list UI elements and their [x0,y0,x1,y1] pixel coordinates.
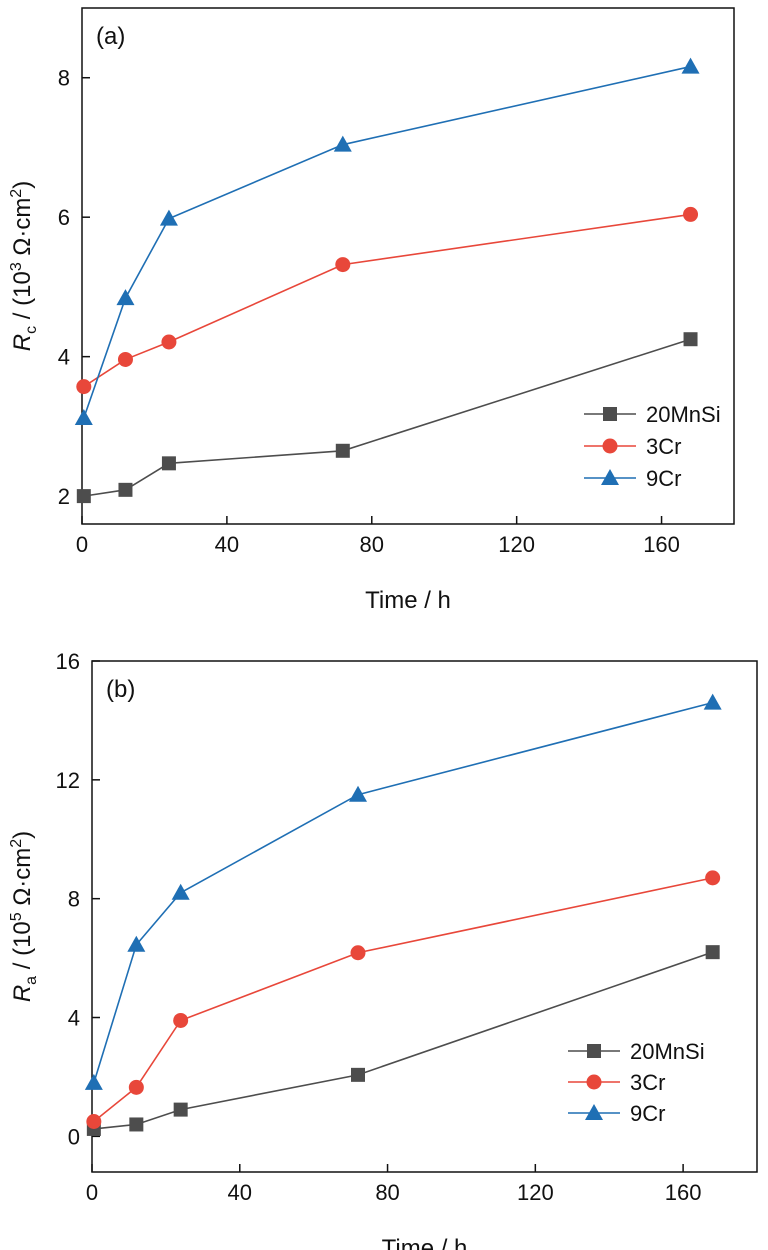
legend-label: 9Cr [630,1101,665,1126]
x-tick-label: 0 [86,1180,98,1205]
chart-panel-b: 0 40 80 120 160 0 4 8 12 16 Time / h Ra / (105 Ω·cm… [8,649,758,1250]
y-axis-label: Rc / (103 Ω·cm2) [8,181,40,351]
series-line [83,338,691,497]
legend: 20MnSi 3Cr 9Cr [584,402,721,491]
series-line [93,951,713,1130]
x-axis-label: Time / h [382,1235,468,1250]
data-point-circle [350,945,366,961]
y-label-unit: Ω·cm [9,198,36,263]
y-tick-label: 8 [68,887,80,912]
y-tick-label: 4 [68,1006,80,1031]
y-label-unit: Ω·cm [9,848,36,913]
data-point-triangle [171,883,190,900]
y-label-symbol: R [9,334,36,351]
data-point-square [705,945,720,960]
data-point-circle [173,1012,189,1028]
y-label-superscript: 5 [8,912,25,921]
data-point-triangle [333,135,352,152]
x-tick-label: 80 [375,1180,399,1205]
panel-label: (a) [96,23,125,50]
data-point-square [173,1102,188,1117]
x-tick-label: 120 [498,532,535,557]
legend-label: 3Cr [630,1070,665,1095]
legend-marker-circle [602,438,618,454]
data-point-square [683,332,698,347]
series-20MnSi [76,332,698,504]
data-point-circle [86,1113,102,1129]
series-line [83,213,691,388]
data-point-square [129,1117,144,1132]
legend: 20MnSi 3Cr 9Cr [568,1039,705,1126]
plot-frame [91,660,758,1173]
legend-marker-triangle [601,469,619,485]
y-axis-label: Ra / (105 Ω·cm2) [8,831,40,1002]
series-3Cr [86,870,721,1129]
x-tick-label: 40 [228,1180,252,1205]
x-axis-label: Time / h [365,587,451,614]
y-label-superscript: 2 [8,189,25,198]
y-label-symbol: R [9,985,36,1002]
y-tick-label: 8 [58,66,70,91]
data-point-circle [117,351,133,367]
y-tick-label: 2 [58,484,70,509]
y-label-subscript: c [23,326,40,334]
data-point-circle [683,206,699,222]
series-20MnSi [86,945,720,1136]
legend-label: 3Cr [646,434,681,459]
x-tick-label: 160 [665,1180,702,1205]
series-line [93,701,713,1084]
y-tick-label: 0 [68,1124,80,1149]
y-label-text: / (10 [9,921,36,976]
panel-label: (b) [106,676,135,703]
legend-label: 20MnSi [630,1039,705,1064]
data-point-square [118,482,133,497]
x-tick-label: 80 [360,532,384,557]
data-point-triangle [74,409,93,426]
data-point-square [351,1067,365,1082]
y-label-text: / (10 [9,271,36,326]
legend-marker-circle [586,1074,602,1090]
x-tick-label: 120 [517,1180,554,1205]
data-point-triangle [84,1073,103,1090]
data-point-square [335,443,350,458]
data-point-square [76,489,91,504]
legend-marker-square [587,1044,601,1058]
data-point-triangle [159,209,178,226]
data-point-circle [705,870,721,886]
y-label-text: ) [9,831,36,839]
legend-label: 20MnSi [646,402,721,427]
y-label-text: ) [9,181,36,189]
y-tick-label: 12 [56,768,80,793]
legend-marker-square [603,407,617,421]
data-point-triangle [116,289,135,306]
y-tick-label: 4 [58,345,70,370]
legend-marker-triangle [585,1104,603,1120]
data-point-triangle [127,935,146,952]
y-label-superscript: 2 [8,839,25,848]
data-point-triangle [349,785,367,802]
data-point-circle [161,334,177,350]
x-tick-label: 160 [643,532,680,557]
data-point-triangle [703,693,722,710]
data-point-circle [76,379,92,395]
x-tick-label: 40 [215,532,239,557]
y-label-superscript: 3 [8,262,25,271]
series-9Cr [84,693,722,1090]
series-line [83,65,691,419]
data-point-circle [128,1079,144,1095]
data-point-triangle [681,57,700,74]
series-9Cr [74,57,700,426]
legend-label: 9Cr [646,466,681,491]
series-3Cr [76,206,699,395]
plot-frame [81,7,735,525]
series-line [93,877,713,1123]
y-label-subscript: a [23,976,40,985]
data-point-circle [335,257,351,273]
y-tick-label: 6 [58,205,70,230]
y-tick-label: 16 [56,649,80,674]
data-point-square [161,456,176,471]
x-tick-label: 0 [76,532,88,557]
